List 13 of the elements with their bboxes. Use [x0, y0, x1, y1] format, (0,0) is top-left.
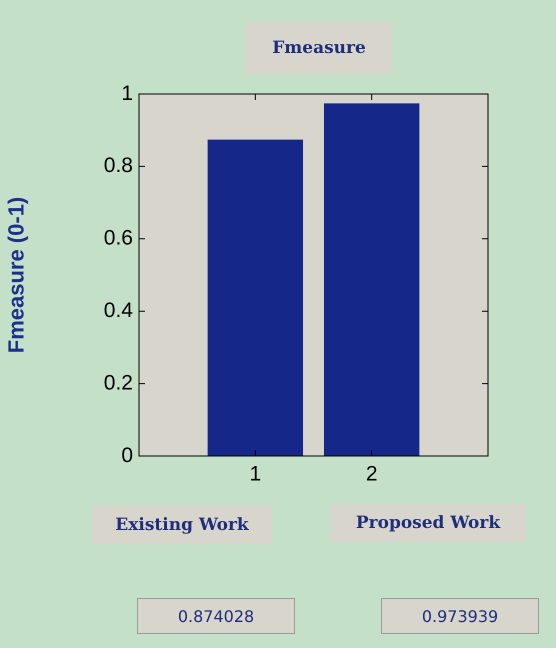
y-axis-title: Fmeasure (0-1) — [3, 196, 28, 354]
text: Proposed Work — [330, 504, 526, 542]
text: Existing Work — [92, 506, 272, 544]
y-tick-label: 0.8 — [104, 154, 133, 178]
text: 0.973939 — [381, 598, 539, 634]
y-tick-label: 0.6 — [104, 226, 133, 250]
text: 0.874028 — [137, 598, 295, 634]
x-tick-label: 2 — [366, 462, 378, 486]
chart-title: Fmeasure — [246, 22, 392, 74]
y-tick-label: 0.2 — [104, 371, 133, 394]
y-tick-label: 0.4 — [104, 298, 134, 322]
y-tick-label: 1 — [121, 82, 133, 105]
y-tick-label: 0 — [121, 444, 133, 467]
